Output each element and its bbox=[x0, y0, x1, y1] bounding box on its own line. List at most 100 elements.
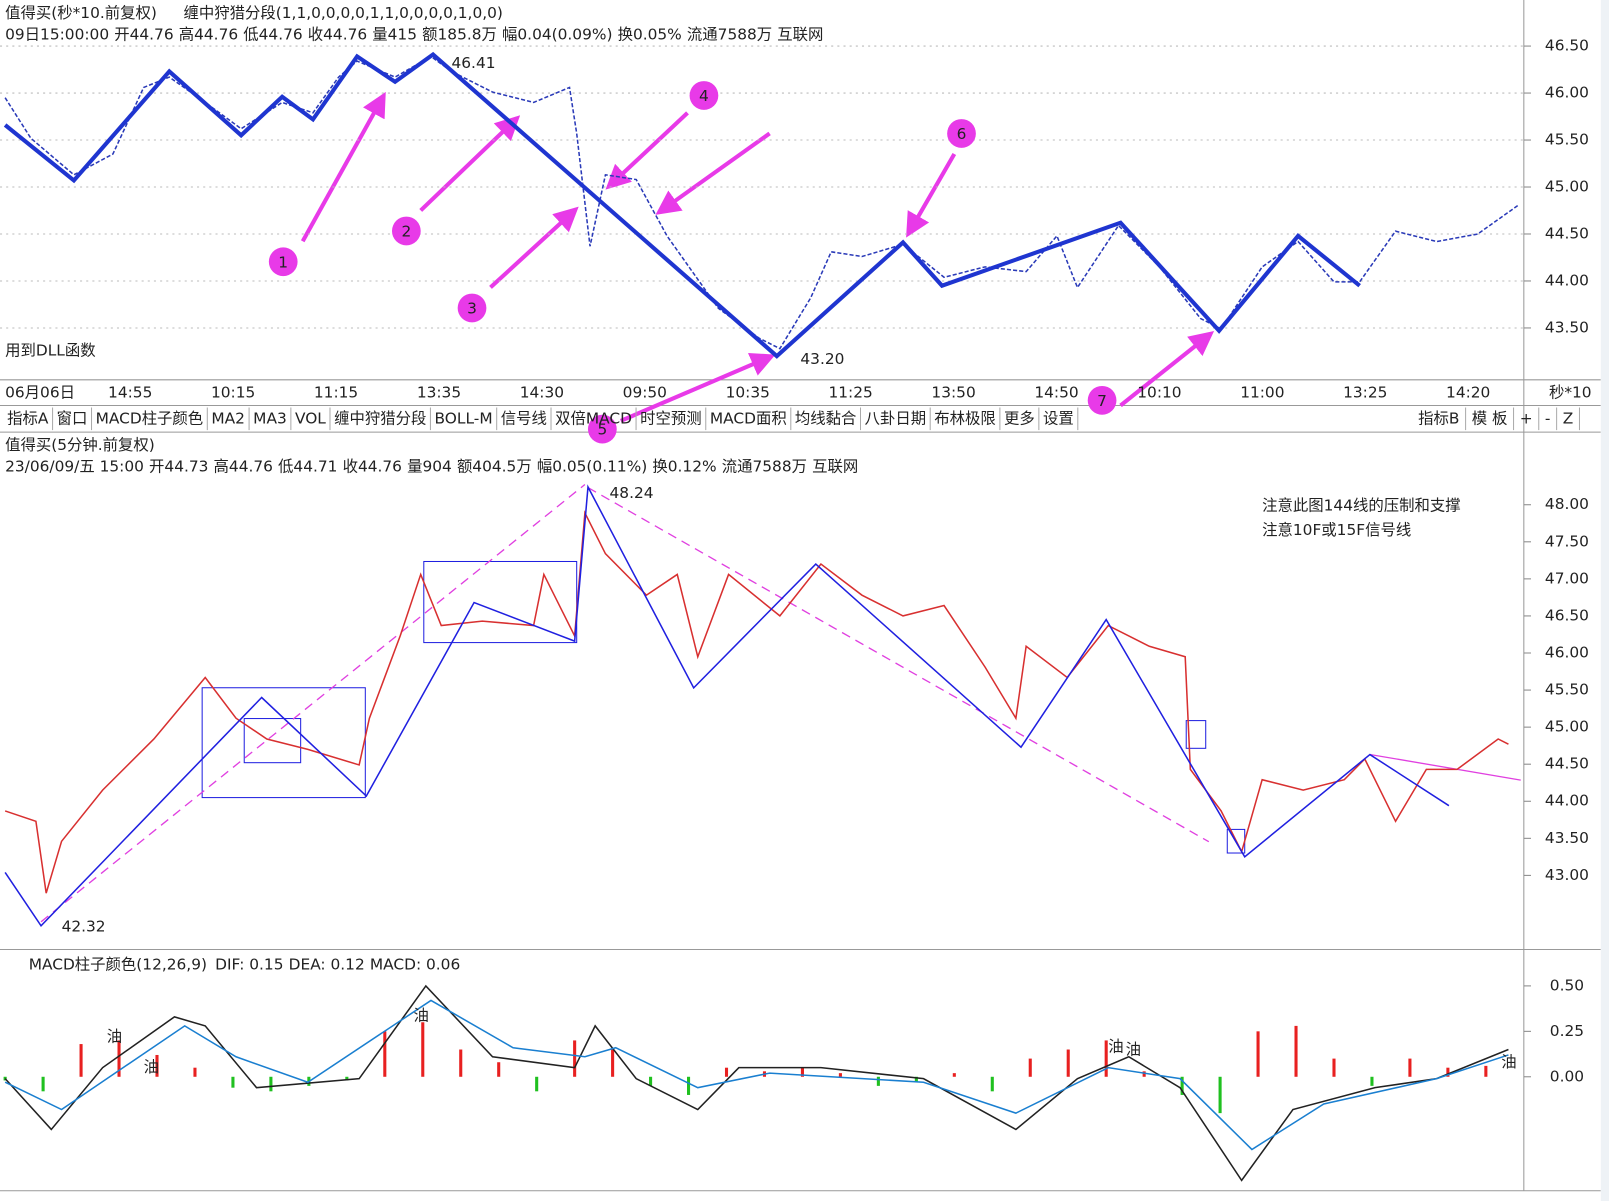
toolbar-item[interactable]: + bbox=[1520, 409, 1533, 427]
x-tick-label: 10:35 bbox=[726, 384, 770, 402]
y-tick-label: 47.00 bbox=[1545, 569, 1589, 587]
trend-line bbox=[40, 483, 586, 923]
toolbar-item[interactable]: 设置 bbox=[1043, 409, 1074, 427]
trend-lines bbox=[40, 483, 1521, 923]
arrow bbox=[300, 91, 386, 243]
toolbar-item[interactable]: MACD面积 bbox=[710, 409, 787, 427]
toolbar-item[interactable]: 模 板 bbox=[1472, 409, 1508, 427]
macd-bar bbox=[269, 1076, 273, 1092]
annotation: 油 bbox=[1108, 1038, 1123, 1056]
toolbar-item[interactable]: - bbox=[1545, 409, 1551, 427]
price-line bbox=[4, 484, 1450, 928]
macd-bar bbox=[800, 1067, 804, 1077]
macd-bar bbox=[649, 1076, 653, 1086]
macd-bar bbox=[876, 1076, 880, 1086]
toolbar-item[interactable]: 更多 bbox=[1004, 409, 1035, 427]
arrow bbox=[620, 352, 776, 423]
macd-bar bbox=[1142, 1071, 1146, 1077]
macd-bar bbox=[1446, 1067, 1450, 1077]
y-tick-label: 0.00 bbox=[1550, 1067, 1584, 1085]
macd-bar bbox=[41, 1076, 45, 1092]
toolbar-item[interactable]: 均线黏合 bbox=[795, 409, 856, 427]
info-item: MACD: 0.06 bbox=[370, 955, 460, 973]
info-item: 高44.76 bbox=[214, 458, 273, 476]
y-tick-label: 44.50 bbox=[1545, 224, 1589, 242]
annotation: 油 bbox=[1126, 1041, 1141, 1059]
marker-label: 2 bbox=[401, 222, 411, 240]
box bbox=[243, 718, 302, 764]
y-tick-label: 43.00 bbox=[1545, 866, 1589, 884]
info-item: 低44.71 bbox=[278, 458, 337, 476]
toolbar-item[interactable]: MA3 bbox=[253, 409, 287, 427]
x-tick-label: 14:20 bbox=[1446, 384, 1490, 402]
macd-bar bbox=[345, 1076, 349, 1081]
y-tick-label: 45.00 bbox=[1545, 178, 1589, 196]
toolbar-item[interactable]: VOL bbox=[295, 409, 326, 427]
y-tick-label: 45.50 bbox=[1545, 681, 1589, 699]
annotation: 油 bbox=[144, 1058, 159, 1076]
x-tick-label: 13:35 bbox=[417, 384, 461, 402]
marker-label: 7 bbox=[1097, 392, 1107, 410]
x-tick-label: 10:15 bbox=[211, 384, 255, 402]
toolbar-item[interactable]: 缠中狩猎分段 bbox=[334, 409, 426, 427]
toolbar-item[interactable]: 指标A bbox=[7, 409, 49, 427]
macd-bar bbox=[3, 1076, 7, 1081]
toolbar-item[interactable]: 指标B bbox=[1418, 409, 1459, 427]
toolbar-item[interactable]: MACD柱子颜色 bbox=[96, 409, 204, 427]
toolbar-item[interactable]: MA2 bbox=[211, 409, 245, 427]
toolbar-item[interactable]: 信号线 bbox=[501, 409, 547, 427]
y-tick-label: 43.50 bbox=[1545, 829, 1589, 847]
marker-label: 6 bbox=[957, 125, 967, 143]
y-tick-label: 44.50 bbox=[1545, 755, 1589, 773]
macd-bar bbox=[1028, 1058, 1032, 1077]
macd-bar bbox=[990, 1076, 994, 1092]
macd-bar bbox=[1294, 1025, 1298, 1077]
info-item: 开44.76 bbox=[114, 25, 173, 43]
toolbar-item[interactable]: BOLL-M bbox=[435, 409, 493, 427]
macd-bar bbox=[459, 1049, 463, 1077]
macd-bar bbox=[1332, 1058, 1336, 1077]
info-item: 互联网 bbox=[812, 458, 858, 476]
marker bbox=[689, 81, 719, 110]
panel-title: 值得买(5分钟.前复权) bbox=[5, 436, 155, 454]
toolbar-item[interactable]: 双倍MACD bbox=[555, 409, 632, 427]
annotation: 用到DLL函数 bbox=[5, 342, 95, 360]
box bbox=[1185, 720, 1207, 749]
macd-bar bbox=[155, 1054, 159, 1077]
info-item: 低44.76 bbox=[243, 25, 302, 43]
y-tick-label: 45.50 bbox=[1545, 131, 1589, 149]
annotation: 46.41 bbox=[452, 54, 496, 72]
y-tick-label: 43.50 bbox=[1545, 318, 1589, 336]
scrollbar[interactable] bbox=[1600, 0, 1609, 1201]
toolbar-item[interactable]: 布林极限 bbox=[934, 409, 995, 427]
info-item: 09日15:00:00 bbox=[5, 25, 109, 43]
macd-bar bbox=[1104, 1040, 1108, 1077]
macd-bar bbox=[914, 1076, 918, 1083]
macd-bar bbox=[573, 1040, 577, 1077]
macd-bar bbox=[687, 1076, 691, 1095]
annotation: 48.24 bbox=[610, 484, 654, 502]
macd-bar bbox=[1066, 1049, 1070, 1077]
info-item: DIF: 0.15 bbox=[215, 955, 283, 973]
info-item: 额185.8万 bbox=[422, 25, 497, 43]
toolbar-item[interactable]: 时空预测 bbox=[640, 409, 701, 427]
marks: 46.50 46.00 45.50 45.00 44.50 44.00 43.50 48.00… bbox=[0, 4, 1592, 1182]
toolbar-item[interactable]: 窗口 bbox=[57, 409, 88, 427]
info-item: 互联网 bbox=[777, 25, 823, 43]
annotation: 注意10F或15F信号线 bbox=[1262, 520, 1411, 539]
info-item: 幅0.05(0.11%) bbox=[537, 458, 647, 476]
toolbar-item[interactable]: Z bbox=[1563, 409, 1574, 427]
macd-bar bbox=[79, 1044, 83, 1077]
marker bbox=[1087, 385, 1117, 415]
x-tick-label: 09:50 bbox=[623, 384, 667, 402]
arrows bbox=[300, 91, 1215, 423]
price-line bbox=[4, 984, 1509, 1182]
info-item: 开44.73 bbox=[149, 458, 208, 476]
y-tick-label: 45.00 bbox=[1545, 718, 1589, 736]
info-item: 收44.76 bbox=[308, 25, 367, 43]
box bbox=[423, 560, 578, 644]
marker bbox=[268, 247, 298, 277]
macd-bar bbox=[1484, 1065, 1488, 1077]
toolbar-item[interactable]: 八卦日期 bbox=[865, 409, 926, 427]
